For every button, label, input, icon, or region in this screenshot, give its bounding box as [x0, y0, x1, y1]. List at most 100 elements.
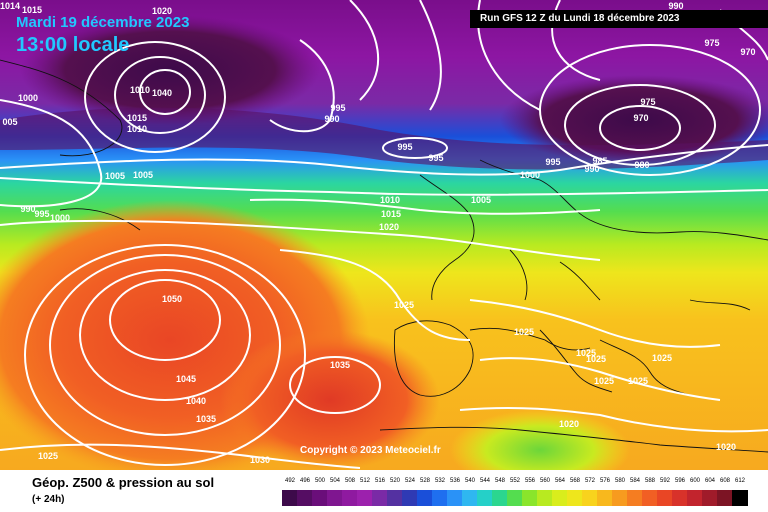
scale-swatch	[687, 490, 703, 506]
isobar-label: 975	[704, 38, 719, 48]
scale-tick-label: 540	[464, 478, 475, 484]
isobar-label: 990	[668, 1, 683, 11]
scale-swatch	[552, 490, 568, 506]
isobar-label: 1030	[250, 455, 270, 465]
scale-swatch	[597, 490, 613, 506]
scale-tick-label: 564	[554, 478, 565, 484]
isobar-label: 1005	[105, 171, 125, 181]
isobar-label: 1025	[652, 353, 672, 363]
isobar-label: 1025	[514, 327, 534, 337]
scale-tick-label: 544	[479, 478, 490, 484]
isobar-label: 1014	[0, 1, 20, 11]
scale-tick-label: 592	[659, 478, 670, 484]
isobar-label: 1000	[50, 213, 70, 223]
isobar-label: 995	[397, 142, 412, 152]
coastlines	[0, 59, 768, 453]
color-scale: 492 496 500 504 508 512 516 520 524 528 532 536 540 5…	[282, 478, 752, 508]
isobar-label: 1015	[127, 113, 147, 123]
scale-tick-label: 492	[284, 478, 295, 484]
scale-swatch	[447, 490, 463, 506]
scale-swatch	[462, 490, 478, 506]
isobar-label: 1050	[162, 294, 182, 304]
isobar-label: 1010	[380, 195, 400, 205]
isobar-label: 1045	[176, 374, 196, 384]
scale-swatch	[477, 490, 493, 506]
scale-tick-label: 496	[299, 478, 310, 484]
isobar-label: 1005	[471, 195, 491, 205]
scale-tick-label: 512	[359, 478, 370, 484]
scale-tick-label: 556	[524, 478, 535, 484]
isobar-1040	[139, 69, 191, 115]
scale-swatch	[372, 490, 388, 506]
iberian-high-field	[220, 330, 440, 470]
scale-tick-label: 500	[314, 478, 325, 484]
isobar-label: 1020	[716, 442, 736, 452]
isobar-label: 1040	[152, 88, 172, 98]
scale-tick-label: 600	[689, 478, 700, 484]
isobar-label: 1025	[594, 376, 614, 386]
isobar-label: 1015	[381, 209, 401, 219]
isobar-label: 1020	[559, 419, 579, 429]
isobar-label: 980	[634, 160, 649, 170]
isobar-label: 1025	[628, 376, 648, 386]
scale-swatch	[507, 490, 523, 506]
isobar-lines	[0, 0, 768, 468]
scale-swatch	[417, 490, 433, 506]
scale-swatch	[672, 490, 688, 506]
low-scandinavia	[500, 75, 768, 165]
isobar-label: 990	[324, 114, 339, 124]
scale-tick-label: 568	[569, 478, 580, 484]
isobar-label: 1010	[127, 124, 147, 134]
isobar-label: 1025	[576, 348, 596, 358]
scale-swatch	[282, 490, 298, 506]
scale-swatch	[492, 490, 508, 506]
scale-tick-label: 580	[614, 478, 625, 484]
isobar-label: 995	[34, 209, 49, 219]
isobar-label: 1005	[133, 170, 153, 180]
scale-tick-label: 612	[734, 478, 745, 484]
scale-swatch	[312, 490, 328, 506]
isobar-label: 1000	[520, 170, 540, 180]
isobar-label: 1020	[152, 6, 172, 16]
scale-tick-label: 508	[344, 478, 355, 484]
isobar-label: 990	[20, 204, 35, 214]
scale-tick-label: 548	[494, 478, 505, 484]
scale-swatch	[582, 490, 598, 506]
scale-swatch	[717, 490, 733, 506]
scale-swatch	[432, 490, 448, 506]
scale-tick-label: 520	[389, 478, 400, 484]
scale-swatch	[387, 490, 403, 506]
scale-tick-label: 504	[329, 478, 340, 484]
isobar-label: 990	[584, 164, 599, 174]
isobar-label: 1040	[186, 396, 206, 406]
forecast-offset: (+ 24h)	[32, 494, 65, 505]
isobar-1035	[289, 356, 381, 414]
scale-swatch	[357, 490, 373, 506]
scale-tick-label: 552	[509, 478, 520, 484]
isobar-1050	[109, 279, 221, 361]
forecast-date: Mardi 19 décembre 2023	[16, 14, 190, 31]
scale-tick-label: 584	[629, 478, 640, 484]
copyright-text: Copyright © 2023 Meteociel.fr	[300, 445, 441, 456]
scale-tick-label: 576	[599, 478, 610, 484]
scale-tick-label: 572	[584, 478, 595, 484]
isobar-label: 995	[545, 157, 560, 167]
isobar-label: 975	[640, 97, 655, 107]
scale-tick-label: 608	[719, 478, 730, 484]
scale-swatch	[732, 490, 748, 506]
scale-swatch	[342, 490, 358, 506]
scale-swatch	[627, 490, 643, 506]
scale-swatch	[567, 490, 583, 506]
scale-swatch	[642, 490, 658, 506]
isobar-label: 1000	[18, 93, 38, 103]
map-title: Géop. Z500 & pression au sol	[32, 475, 215, 490]
scale-tick-label: 604	[704, 478, 715, 484]
scale-swatch	[327, 490, 343, 506]
scale-swatch	[522, 490, 538, 506]
north-africa-trough	[450, 410, 630, 470]
scale-tick-label: 596	[674, 478, 685, 484]
scale-swatch	[612, 490, 628, 506]
forecast-time: 13:00 locale	[16, 34, 130, 56]
